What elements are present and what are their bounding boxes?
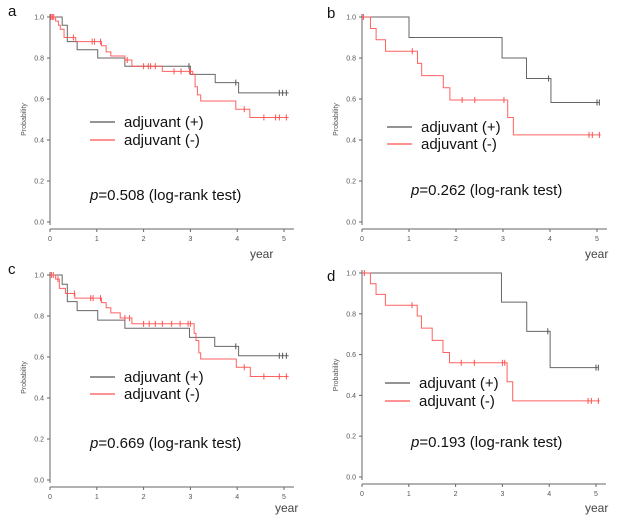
- survival-curve-adjuvant-plus: [50, 16, 289, 94]
- x-tick-label: 5: [595, 236, 599, 243]
- y-tick-label: 0.6: [34, 355, 44, 362]
- x-tick-label: 4: [548, 236, 552, 243]
- p-value-annotation: p=0.669 (log-rank test): [89, 435, 241, 452]
- legend-label: adjuvant (+): [419, 375, 499, 392]
- legend-label: adjuvant (-): [421, 136, 497, 153]
- legend-label: adjuvant (-): [419, 393, 495, 410]
- y-tick-label: 1.0: [346, 15, 356, 22]
- legend-label: adjuvant (-): [124, 386, 200, 403]
- y-tick-label: 0.0: [346, 475, 356, 482]
- y-tick-label: 1.0: [346, 271, 356, 278]
- survival-curve-adjuvant-minus: [50, 16, 289, 118]
- survival-curve-adjuvant-minus: [362, 272, 600, 402]
- p-value-annotation: p=0.193 (log-rank test): [410, 434, 562, 451]
- p-value-text: =0.193 (log-rank test): [419, 434, 562, 451]
- panel-label: b: [327, 5, 335, 22]
- y-axis-label: Probability: [21, 103, 28, 136]
- survival-curve-adjuvant-minus: [362, 16, 601, 136]
- y-tick-label: 0.4: [346, 138, 356, 145]
- p-symbol: p: [410, 434, 419, 451]
- y-tick-label: 0.8: [346, 56, 356, 63]
- y-tick-label: 0.0: [34, 220, 44, 227]
- x-tick-label: 4: [235, 494, 239, 501]
- y-tick-label: 0.2: [346, 179, 356, 186]
- p-value-text: =0.262 (log-rank test): [419, 182, 562, 199]
- y-tick-label: 0.2: [34, 437, 44, 444]
- p-value-text: =0.669 (log-rank test): [98, 435, 241, 452]
- y-axis-label: Probability: [333, 358, 340, 391]
- legend-label: adjuvant (+): [421, 119, 501, 136]
- survival-curve-adjuvant-plus: [362, 16, 600, 103]
- y-tick-label: 0.4: [34, 396, 44, 403]
- panel-label: d: [327, 268, 335, 285]
- y-tick-label: 1.0: [34, 15, 44, 22]
- x-tick-label: 1: [407, 236, 411, 243]
- x-tick-label: 3: [188, 494, 192, 501]
- p-symbol: p: [89, 435, 98, 452]
- x-tick-label: 5: [594, 491, 598, 498]
- y-tick-label: 0.8: [34, 314, 44, 321]
- x-tick-label: 2: [142, 236, 146, 243]
- x-tick-label: 1: [95, 236, 99, 243]
- y-tick-label: 1.0: [34, 273, 44, 280]
- km-panel-a: 0.0 0.2 0.4 0.6 0.8 1.0 0 1 2 3 4 5 Probability year a…: [8, 3, 294, 261]
- legend-label: adjuvant (+): [124, 369, 204, 386]
- x-tick-label: 4: [235, 236, 239, 243]
- x-tick-label: 1: [407, 491, 411, 498]
- x-tick-label: 0: [360, 236, 364, 243]
- y-tick-label: 0.8: [346, 311, 356, 318]
- y-tick-label: 0.8: [34, 56, 44, 63]
- x-tick-label: 3: [501, 236, 505, 243]
- legend-label: adjuvant (-): [124, 132, 200, 149]
- y-axis-label: Probability: [21, 361, 28, 394]
- x-tick-label: 5: [282, 494, 286, 501]
- km-panel-c: 0.0 0.2 0.4 0.6 0.8 1.0 0 1 2 3 4 5 Probability year c…: [8, 261, 298, 515]
- km-panel-b: 0.0 0.2 0.4 0.6 0.8 1.0 0 1 2 3 4 5 Probability year b…: [327, 5, 608, 261]
- x-tick-label: 2: [142, 494, 146, 501]
- y-axis-label: Probability: [333, 103, 340, 136]
- y-tick-label: 0.6: [346, 352, 356, 359]
- survival-curve-adjuvant-plus: [50, 274, 289, 357]
- x-tick-label: 3: [188, 236, 192, 243]
- x-axis-label: year: [585, 247, 608, 261]
- legend-label: adjuvant (+): [124, 114, 204, 131]
- y-tick-label: 0.4: [346, 393, 356, 400]
- x-tick-label: 0: [48, 236, 52, 243]
- y-tick-label: 0.4: [34, 138, 44, 145]
- x-tick-label: 2: [454, 236, 458, 243]
- p-value-annotation: p=0.262 (log-rank test): [410, 182, 562, 199]
- p-value-text: =0.508 (log-rank test): [98, 187, 241, 204]
- x-tick-label: 3: [500, 491, 504, 498]
- x-tick-label: 0: [360, 491, 364, 498]
- x-tick-label: 1: [95, 494, 99, 501]
- panel-label: a: [8, 3, 17, 20]
- survival-curve-adjuvant-minus: [50, 274, 289, 377]
- y-tick-label: 0.6: [346, 97, 356, 104]
- x-tick-label: 2: [454, 491, 458, 498]
- x-tick-label: 5: [282, 236, 286, 243]
- p-value-annotation: p=0.508 (log-rank test): [89, 187, 241, 204]
- x-axis-label: year: [275, 501, 298, 515]
- x-tick-label: 4: [547, 491, 551, 498]
- y-tick-label: 0.2: [346, 434, 356, 441]
- y-tick-label: 0.6: [34, 97, 44, 104]
- y-tick-label: 0.2: [34, 179, 44, 186]
- survival-curve-adjuvant-plus: [362, 272, 599, 369]
- km-panel-d: 0.0 0.2 0.4 0.6 0.8 1.0 0 1 2 3 4 5 Probability year d…: [327, 268, 608, 515]
- x-tick-label: 0: [48, 494, 52, 501]
- panel-label: c: [8, 261, 16, 278]
- x-axis-label: year: [585, 501, 608, 515]
- y-tick-label: 0.0: [34, 478, 44, 485]
- y-tick-label: 0.0: [346, 220, 356, 227]
- p-symbol: p: [410, 182, 419, 199]
- p-symbol: p: [89, 187, 98, 204]
- x-axis-label: year: [250, 247, 273, 261]
